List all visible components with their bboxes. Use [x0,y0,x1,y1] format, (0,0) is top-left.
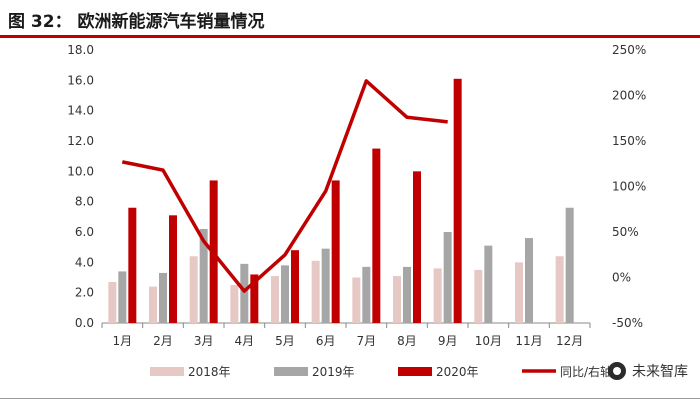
x-tick-label: 11月 [515,334,542,348]
x-tick-label: 10月 [475,334,502,348]
bar-2019年 [403,266,411,323]
bar-2020年 [128,207,137,323]
bar-2018年 [515,262,523,323]
bar-2019年 [159,272,167,323]
title-bar: 图 32： 欧洲新能源汽车销量情况 [0,0,700,38]
x-tick-label: 9月 [438,334,458,348]
x-tick-label: 3月 [194,334,214,348]
x-tick-label: 12月 [556,334,583,348]
legend-label: 2018年 [188,365,231,379]
legend-label: 2020年 [436,365,479,379]
legend-label: 同比/右轴 [560,364,612,379]
bottom-rule [0,398,700,399]
x-tick-label: 1月 [113,334,133,348]
bar-2018年 [555,256,564,323]
bar-2019年 [199,228,208,323]
bar-2019年 [281,265,289,323]
bar-2018年 [393,275,401,323]
y2-tick-label: 100% [612,180,646,194]
bar-2019年 [240,263,249,323]
y-tick-label: 8.0 [75,195,94,209]
bar-2020年 [453,78,462,323]
bar-2018年 [474,269,483,323]
legend-swatch [398,367,432,376]
y-tick-label: 0.0 [75,316,94,330]
x-tick-label: 7月 [357,334,377,348]
bar-2020年 [413,171,421,323]
legend-label: 2019年 [312,365,355,379]
bar-2019年 [118,271,127,323]
line-series-yoy [121,79,448,293]
bar-2020年 [291,250,299,323]
watermark: 未来智库 [608,361,688,381]
bar-2020年 [250,274,259,323]
bar-2018年 [230,285,239,323]
figure-title: 图 32： 欧洲新能源汽车销量情况 [8,12,265,32]
y-tick-label: 16.0 [67,73,94,87]
y2-tick-label: 50% [612,225,639,239]
y-tick-label: 2.0 [75,286,94,300]
legend-swatch [150,367,184,376]
y2-tick-label: -50% [612,316,643,330]
bar-2019年 [443,232,452,323]
bar-2019年 [484,245,493,323]
y-tick-label: 4.0 [75,255,94,269]
y-tick-label: 6.0 [75,225,94,239]
bar-2020年 [169,215,177,323]
x-tick-label: 2月 [153,334,173,348]
bar-2019年 [321,248,330,323]
bar-2018年 [149,286,157,323]
y2-tick-label: 200% [612,89,646,103]
bar-2019年 [565,207,574,323]
y-tick-label: 12.0 [67,134,94,148]
y2-tick-label: 0% [612,271,631,285]
y2-tick-label: 250% [612,43,646,57]
bar-2019年 [525,238,533,323]
bar-2020年 [372,148,381,323]
x-tick-label: 5月 [275,334,295,348]
legend-swatch [274,367,308,376]
bar-2018年 [271,275,279,323]
y-tick-label: 14.0 [67,104,94,118]
bar-2018年 [108,282,117,323]
y2-tick-label: 150% [612,134,646,148]
y-tick-label: 18.0 [67,43,94,57]
bar-2019年 [362,266,371,323]
y-tick-label: 10.0 [67,164,94,178]
bar-2018年 [189,256,198,323]
bar-2018年 [311,260,320,323]
x-tick-label: 8月 [397,334,417,348]
bar-2020年 [331,180,340,323]
x-tick-label: 4月 [235,334,255,348]
bar-2018年 [433,268,442,323]
watermark-text: 未来智库 [632,364,688,380]
bar-2018年 [352,277,361,323]
wechat-logo-icon [608,362,626,380]
x-tick-label: 6月 [316,334,336,348]
